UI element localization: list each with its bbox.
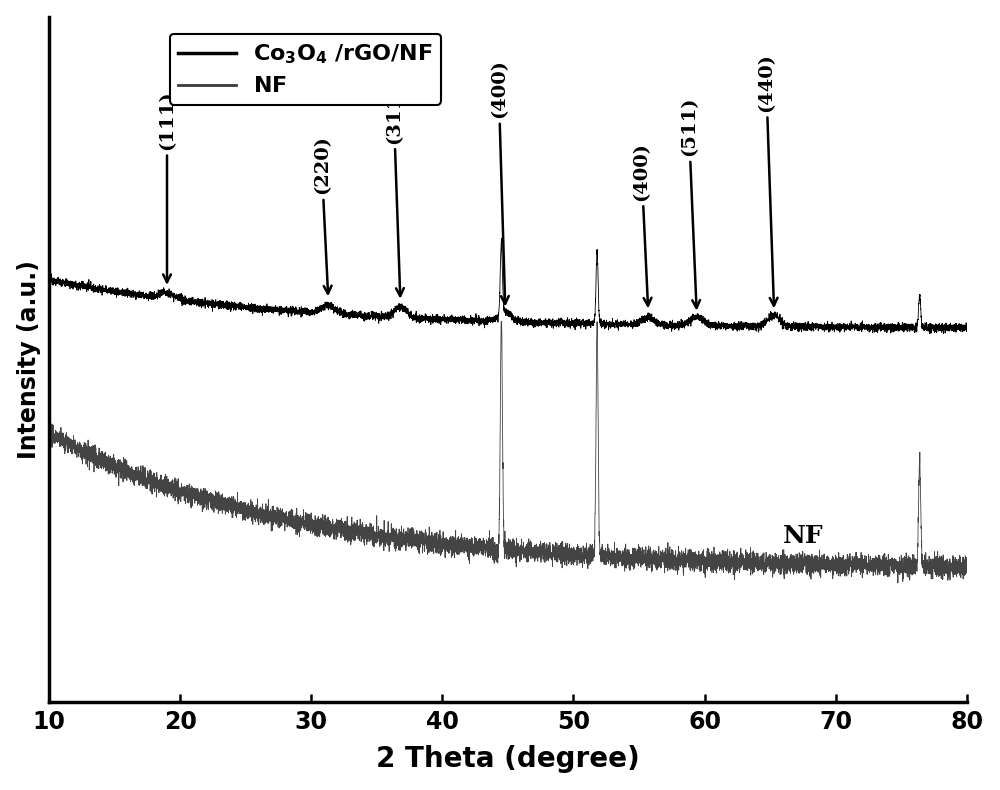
Y-axis label: Intensity (a.u.): Intensity (a.u.) (17, 260, 41, 459)
Text: (311): (311) (385, 84, 404, 296)
Text: (220): (220) (313, 135, 332, 294)
Text: (111): (111) (158, 90, 176, 282)
Text: (400): (400) (490, 59, 509, 304)
Text: NF: NF (783, 525, 824, 548)
Legend: $\mathbf{Co_3O_4}$ /rGO/NF, $\mathbf{NF}$: $\mathbf{Co_3O_4}$ /rGO/NF, $\mathbf{NF}… (170, 34, 441, 104)
Text: (440): (440) (757, 53, 778, 306)
X-axis label: 2 Theta (degree): 2 Theta (degree) (376, 745, 640, 773)
Text: (511): (511) (680, 96, 700, 308)
Text: (400): (400) (633, 141, 651, 306)
